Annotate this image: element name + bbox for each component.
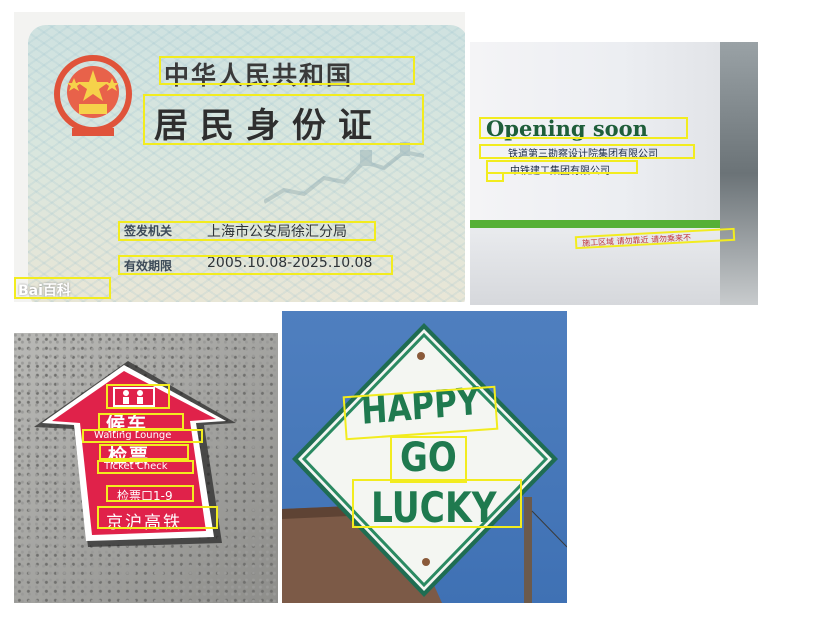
- road-sign-photo: HAPPY GO LUCKY: [282, 311, 567, 603]
- annotation-box: [118, 221, 376, 241]
- id-card-photo: 中华人民共和国 居民身份证 签发机关 上海市公安局徐汇分局 有效期限 2005.…: [14, 12, 465, 302]
- ticket-en: Ticket Check: [104, 461, 168, 472]
- annotation-box: [486, 160, 638, 174]
- annotation-box: [106, 485, 194, 502]
- green-stripe: [470, 220, 720, 228]
- great-wall-watermark: [264, 142, 424, 204]
- annotation-box: [143, 94, 424, 145]
- validity-label: 有效期限: [124, 259, 173, 273]
- card-title: 居民身份证: [154, 106, 384, 146]
- country-title: 中华人民共和国: [164, 61, 354, 90]
- annotation-box: [479, 144, 695, 159]
- company-1: 铁道第三勘察设计院集团有限公司: [508, 149, 658, 160]
- lower-sheet: [470, 228, 720, 305]
- annotation-box: [82, 429, 203, 443]
- annotation-box: [14, 277, 111, 299]
- annotation-box: [390, 436, 467, 483]
- annotation-box: [159, 56, 415, 85]
- sign-line-go: GO: [400, 435, 457, 481]
- annotation-box: [97, 460, 194, 474]
- annotation-box: [479, 117, 688, 139]
- annotation-box: [352, 479, 522, 528]
- annotation-box: [106, 384, 170, 409]
- annotation-box: [97, 506, 218, 529]
- gate-numbers: 检票口1-9: [117, 489, 173, 503]
- waiting-people-icon: [113, 387, 155, 407]
- authority-label: 签发机关: [124, 224, 173, 238]
- annotation-box: [486, 172, 504, 182]
- floor-arrow-photo: 候车 Waiting Lounge 检票 Ticket Check 检票口1-9…: [14, 333, 278, 603]
- company-2: 中铁建工集团有限公司: [510, 166, 610, 177]
- national-emblem-icon: [54, 55, 132, 136]
- sign-line-lucky: LUCKY: [371, 483, 497, 532]
- headline: Opening soon: [486, 116, 648, 141]
- sign-scene: [282, 323, 567, 603]
- red-arrow-decal: [34, 361, 236, 547]
- waiting-en: Waiting Lounge: [94, 430, 172, 441]
- baike-watermark: Bai百科: [18, 283, 71, 299]
- annotation-box: [99, 444, 189, 460]
- annotation-box: [118, 255, 393, 275]
- annotation-box: [98, 413, 184, 430]
- station-side: [720, 42, 758, 305]
- authority-value: 上海市公安局徐汇分局: [207, 224, 347, 240]
- validity-value: 2005.10.08-2025.10.08: [207, 255, 373, 271]
- construction-site-photo: Opening soon 铁道第三勘察设计院集团有限公司 中铁建工集团有限公司 …: [470, 42, 758, 305]
